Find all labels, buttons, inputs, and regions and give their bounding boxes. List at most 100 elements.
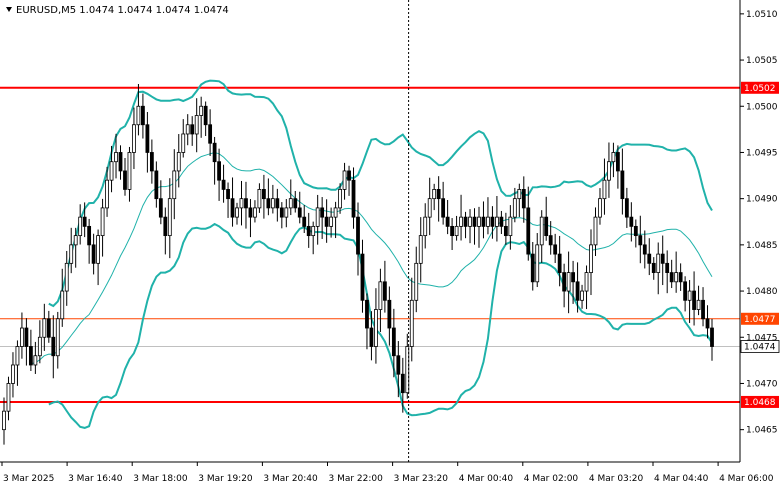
candles <box>2 83 714 445</box>
candle-body <box>284 207 289 218</box>
candle-body <box>629 216 634 227</box>
candle-body <box>651 262 656 273</box>
candle-body <box>553 244 558 255</box>
candle-body <box>329 216 334 227</box>
candle-body <box>418 235 423 264</box>
candle-body <box>2 410 6 431</box>
axes: 1.0510 1.0505 1.0500 1.0495 1.0490 1.0485 1.04… <box>0 0 778 484</box>
candle-body <box>396 355 401 375</box>
y-tick-label: 1.0470 <box>746 379 778 389</box>
x-tick-label: 3 Mar 20:40 <box>263 474 318 484</box>
candle-body <box>530 253 535 283</box>
candle-body <box>705 318 710 329</box>
candle-body <box>347 170 351 181</box>
candle-body <box>683 281 688 301</box>
x-tick-label: 4 Mar 00:40 <box>459 474 514 484</box>
candle-body <box>611 152 616 163</box>
candle-body <box>544 216 549 237</box>
candle-body <box>490 216 495 227</box>
candle-body <box>526 207 531 255</box>
candle-body <box>185 124 190 135</box>
candle-body <box>69 244 74 264</box>
candle-body <box>248 207 253 218</box>
candle-body <box>365 299 369 329</box>
candle-body <box>172 170 177 200</box>
x-tick-label: 3 Mar 19:20 <box>198 474 253 484</box>
candle-body <box>87 225 92 246</box>
candle-body <box>557 253 562 273</box>
candle-body <box>687 290 692 301</box>
candle-body <box>638 235 643 246</box>
candle-body <box>96 235 101 264</box>
chart-title: EURUSD,M5 1.0474 1.0474 1.0474 1.0474 <box>16 5 229 16</box>
candle-body <box>508 216 513 237</box>
x-tick-label: 3 Mar 23:20 <box>394 474 449 484</box>
candle-body <box>221 179 226 190</box>
candle-body <box>665 262 670 273</box>
candle-body <box>37 336 42 357</box>
current-price-tag <box>740 340 780 353</box>
candle-body <box>391 327 396 357</box>
candle-body <box>275 198 280 209</box>
candle-body <box>235 207 239 218</box>
candle-body <box>521 189 526 209</box>
candle-body <box>517 189 522 200</box>
candle-body <box>141 105 145 126</box>
candle-body <box>481 216 486 227</box>
candle-body <box>154 170 159 200</box>
candle-body <box>203 105 208 126</box>
candle-body <box>167 198 172 237</box>
candle-body <box>11 364 15 384</box>
candle-body <box>351 179 356 218</box>
candle-body <box>51 336 56 357</box>
upper-band-line <box>48 79 713 308</box>
candle-body <box>73 235 78 246</box>
candle-body <box>118 152 123 172</box>
x-tick-label: 4 Mar 03:20 <box>589 474 644 484</box>
candle-body <box>575 281 580 301</box>
price-level-tag <box>741 312 779 325</box>
candle-body <box>674 272 679 283</box>
candle-body <box>176 152 181 172</box>
candle-body <box>562 272 567 292</box>
x-tick-label: 4 Mar 04:40 <box>654 474 709 484</box>
candle-body <box>181 133 186 153</box>
candle-body <box>127 152 132 190</box>
candle-body <box>584 272 589 292</box>
candle-body <box>607 161 611 181</box>
candle-body <box>244 198 248 209</box>
candle-body <box>33 355 38 366</box>
candle-body <box>163 216 168 237</box>
chart-header: EURUSD,M5 1.0474 1.0474 1.0474 1.0474 <box>6 5 229 16</box>
x-tick-label: 3 Mar 2025 <box>3 474 54 484</box>
current-price-label: 1.0474 <box>744 343 776 353</box>
candle-body <box>230 198 235 218</box>
x-tick-label: 3 Mar 16:40 <box>68 474 123 484</box>
candle-body <box>472 216 477 227</box>
candle-body <box>486 216 490 227</box>
candle-body <box>696 299 701 310</box>
candle-body <box>503 225 508 237</box>
candle-body <box>239 198 244 209</box>
candle-body <box>642 244 647 255</box>
y-tick-label: 1.0505 <box>746 56 778 66</box>
candle-body <box>539 216 544 246</box>
candle-body <box>208 124 213 144</box>
candle-body <box>423 216 428 237</box>
candle-body <box>660 253 665 264</box>
candle-body <box>266 198 271 209</box>
candle-body <box>293 198 298 209</box>
candle-body <box>78 216 83 237</box>
candle-body <box>701 299 705 320</box>
candle-body <box>60 290 65 320</box>
candle-body <box>495 216 499 227</box>
candle-body <box>427 198 432 218</box>
candle-body <box>414 262 419 301</box>
candle-body <box>342 170 347 190</box>
price-level-tag <box>741 81 779 94</box>
candle-body <box>132 124 136 153</box>
candle-body <box>633 225 638 237</box>
dropdown-triangle-icon[interactable] <box>6 7 12 12</box>
candle-body <box>270 198 275 209</box>
